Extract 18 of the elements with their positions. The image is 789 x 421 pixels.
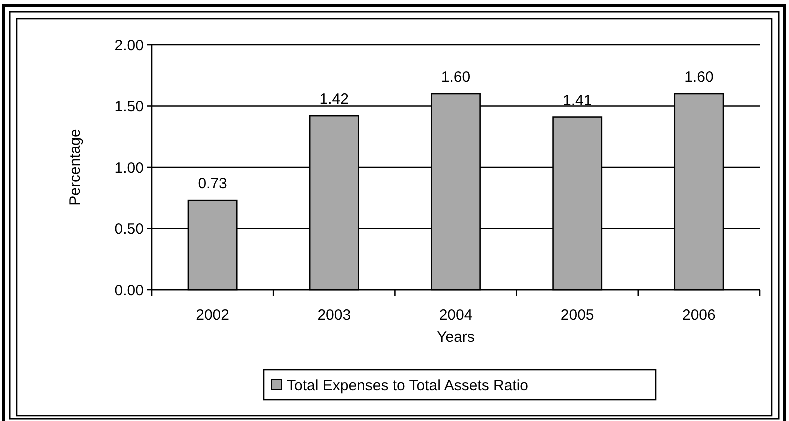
x-tick-label: 2003 <box>318 307 352 324</box>
y-tick-label: 1.00 <box>114 160 144 177</box>
data-label: 1.60 <box>684 69 714 86</box>
y-tick-label: 2.00 <box>114 37 144 54</box>
x-tick-label: 2004 <box>439 307 473 324</box>
legend-label: Total Expenses to Total Assets Ratio <box>287 377 529 394</box>
y-axis-title: Percentage <box>67 129 84 206</box>
y-tick-label: 1.50 <box>114 98 144 116</box>
data-label: 1.60 <box>441 69 471 86</box>
x-tick-label: 2005 <box>560 307 594 324</box>
x-tick-label: 2006 <box>682 307 716 324</box>
data-label: 0.73 <box>198 176 228 193</box>
y-tick-label: 0.50 <box>114 221 144 238</box>
data-label: 1.41 <box>563 92 592 110</box>
data-label: 1.42 <box>320 91 349 108</box>
x-tick-label: 2002 <box>196 307 230 324</box>
x-axis-title: Years <box>437 329 475 346</box>
y-tick-label: 0.00 <box>114 282 144 300</box>
